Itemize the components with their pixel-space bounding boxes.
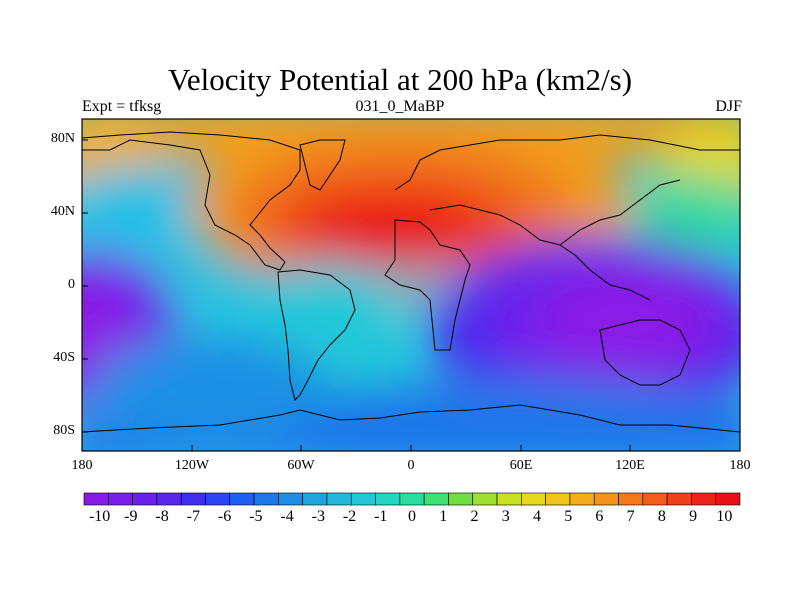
colorbar-swatch: [496, 492, 522, 506]
lat-tick-label: 0: [68, 277, 75, 292]
coastlines: [82, 131, 740, 433]
colorbar-label: 3: [501, 508, 510, 525]
colorbar-label: -7: [186, 508, 200, 525]
colorbar: [83, 492, 741, 506]
colorbar-swatch: [715, 492, 741, 506]
colorbar-label: 10: [716, 508, 733, 525]
colorbar-label: -4: [280, 508, 294, 525]
colorbar-swatch: [618, 492, 644, 506]
colorbar-swatch: [229, 492, 255, 506]
colorbar-swatch: [132, 492, 158, 506]
experiment-label: Expt = tfksg: [82, 98, 162, 115]
colorbar-swatch: [278, 492, 303, 506]
colorbar-label: -5: [249, 508, 263, 525]
colorbar-swatch: [205, 492, 231, 506]
colorbar-swatch: [399, 492, 425, 506]
colorbar-label: 4: [532, 508, 541, 525]
colorbar-label: 5: [564, 508, 573, 525]
colorbar-swatch: [302, 492, 328, 506]
lat-tick-label: 40N: [50, 204, 75, 219]
colorbar-swatch: [642, 492, 668, 506]
lat-tick-label: 80S: [53, 423, 75, 438]
lon-tick-label: 120W: [174, 458, 210, 473]
colorbar-label: 8: [657, 508, 666, 525]
colorbar-swatch: [423, 492, 449, 506]
lon-tick-label: 0: [407, 458, 415, 473]
colorbar-swatch: [569, 492, 595, 506]
colorbar-label: 6: [595, 508, 604, 525]
colorbar-swatch: [545, 492, 571, 506]
colorbar-swatch: [107, 492, 133, 506]
colorbar-label: -8: [155, 508, 169, 525]
colorbar-swatch: [666, 492, 692, 506]
colorbar-label: -6: [217, 508, 232, 525]
lat-tick-label: 80N: [50, 131, 75, 146]
colorbar-swatch: [691, 492, 717, 506]
colorbar-label: 7: [626, 508, 635, 525]
colorbar-label: -3: [311, 508, 325, 525]
lon-tick-label: 180: [71, 458, 93, 473]
case-label: 031_0_MaBP: [355, 98, 445, 115]
colorbar-swatch: [375, 492, 401, 506]
colorbar-swatch: [180, 492, 206, 506]
colorbar-label: 9: [689, 508, 698, 525]
lon-tick-label: 60E: [509, 458, 533, 473]
colorbar-label: 1: [439, 508, 448, 525]
page-title: Velocity Potential at 200 hPa (km2/s): [167, 62, 633, 97]
colorbar-label: -2: [342, 508, 357, 525]
colorbar-swatch: [156, 492, 182, 506]
colorbar-label: 0: [408, 508, 416, 525]
axis-ticks: [81, 139, 741, 451]
colorbar-swatch: [472, 492, 498, 506]
lon-tick-label: 60W: [287, 458, 315, 473]
colorbar-label: -9: [124, 508, 138, 525]
contour-field: [82, 119, 740, 451]
colorbar-swatch: [521, 492, 546, 506]
colorbar-swatch: [448, 492, 474, 506]
colorbar-label: -10: [88, 508, 111, 525]
lon-tick-label: 180: [729, 458, 751, 473]
colorbar-swatch: [593, 492, 619, 506]
colorbar-swatch: [350, 492, 376, 506]
colorbar-swatch: [253, 492, 279, 506]
colorbar-swatch: [326, 492, 352, 506]
colorbar-swatch: [83, 492, 109, 506]
colorbar-label: -1: [374, 508, 388, 525]
colorbar-label: 2: [470, 508, 479, 525]
lon-tick-label: 120E: [615, 458, 645, 473]
season-label: DJF: [715, 98, 742, 115]
lat-tick-label: 40S: [53, 350, 75, 365]
